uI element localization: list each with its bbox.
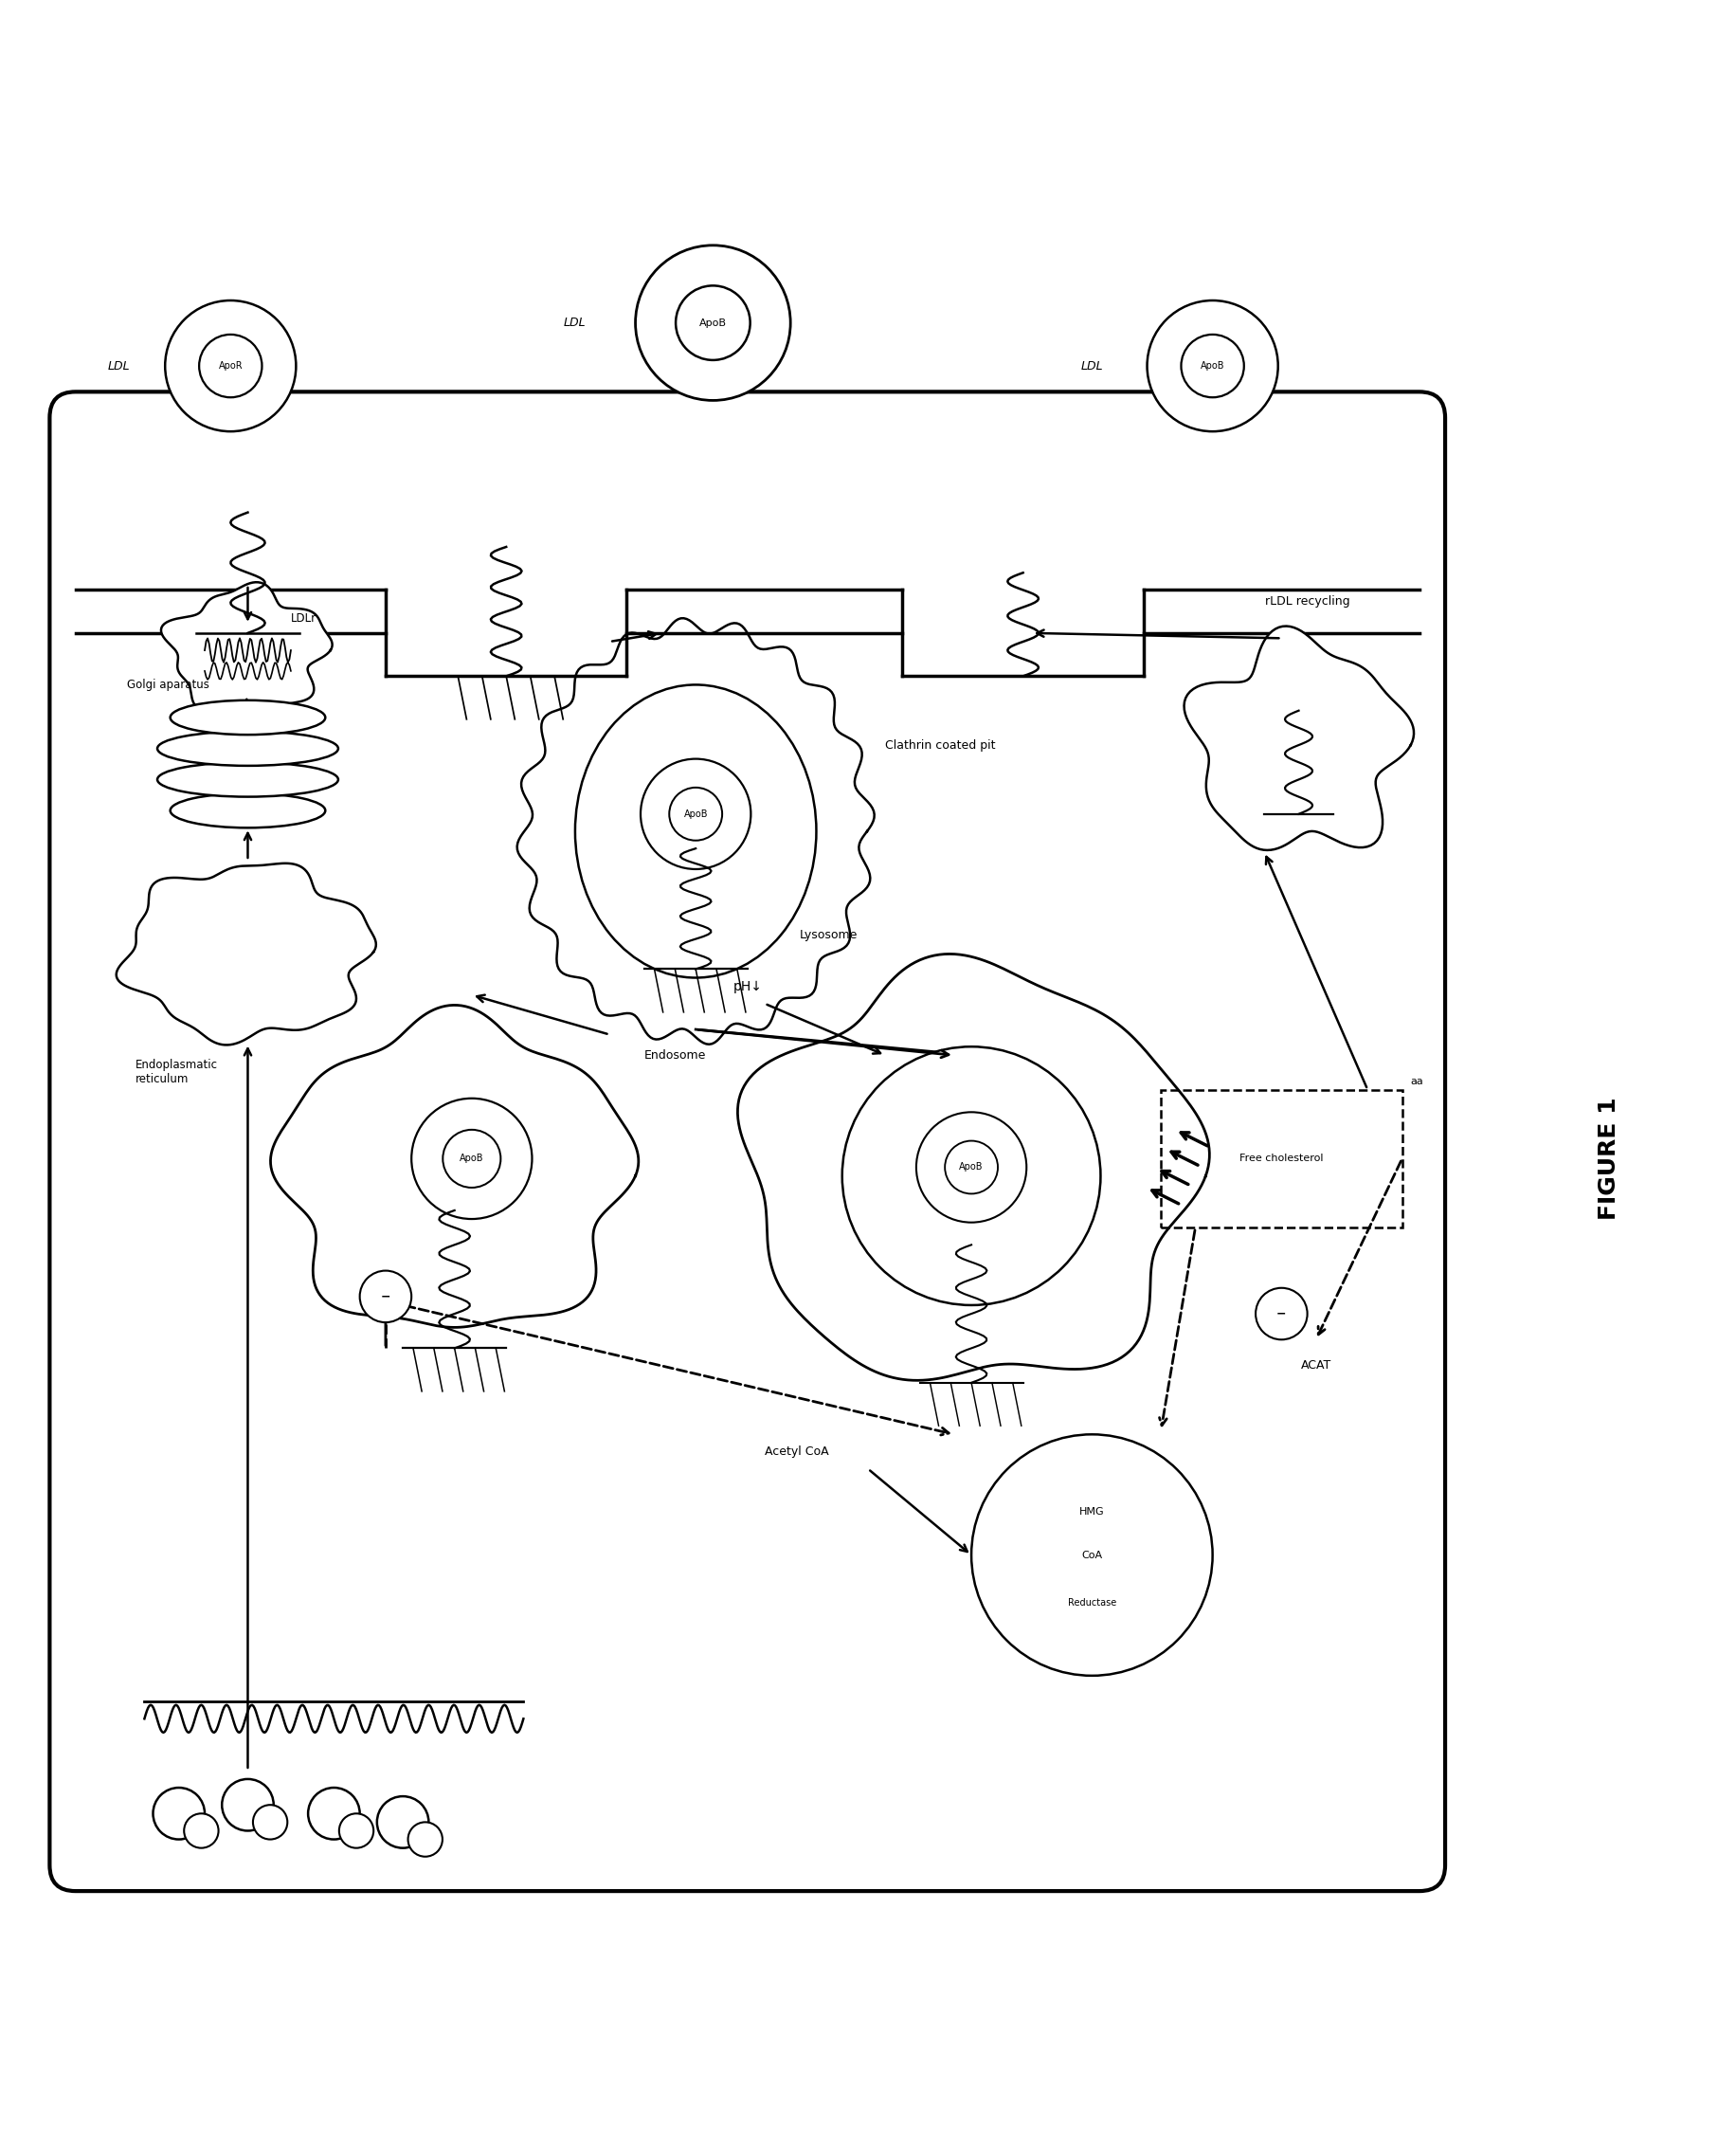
Text: HMG: HMG: [1080, 1508, 1104, 1517]
Text: Endoplasmatic
reticulum: Endoplasmatic reticulum: [135, 1060, 219, 1085]
Text: Clathrin coated pit: Clathrin coated pit: [885, 738, 996, 751]
Polygon shape: [517, 618, 875, 1045]
Circle shape: [408, 1821, 443, 1858]
Circle shape: [944, 1141, 998, 1195]
Text: −: −: [380, 1291, 391, 1302]
Text: LDL: LDL: [564, 317, 587, 328]
Text: Lysosome: Lysosome: [799, 929, 858, 942]
Circle shape: [253, 1804, 288, 1840]
Text: LDL: LDL: [1082, 360, 1102, 371]
Ellipse shape: [170, 699, 325, 736]
Text: rLDL recycling: rLDL recycling: [1266, 594, 1351, 607]
Text: ApoB: ApoB: [460, 1154, 484, 1163]
Text: pH↓: pH↓: [733, 980, 762, 993]
Text: ApoB: ApoB: [1201, 360, 1224, 371]
Text: Golgi aparatus: Golgi aparatus: [127, 678, 210, 691]
Polygon shape: [271, 1006, 639, 1328]
Circle shape: [443, 1130, 500, 1188]
Ellipse shape: [170, 794, 325, 828]
Circle shape: [1255, 1287, 1307, 1341]
Circle shape: [675, 285, 750, 360]
Bar: [1161, 1090, 1403, 1227]
Text: LDLr: LDLr: [292, 611, 316, 624]
Circle shape: [917, 1111, 1026, 1223]
Polygon shape: [116, 862, 377, 1045]
Text: ACAT: ACAT: [1300, 1360, 1332, 1371]
Circle shape: [184, 1813, 219, 1849]
Text: LDL: LDL: [108, 360, 130, 371]
Circle shape: [641, 759, 752, 869]
Circle shape: [165, 300, 297, 431]
Circle shape: [339, 1813, 373, 1849]
Polygon shape: [738, 955, 1210, 1381]
Text: ApoB: ApoB: [700, 317, 727, 328]
Ellipse shape: [158, 761, 339, 796]
Circle shape: [411, 1098, 531, 1218]
Text: Acetyl CoA: Acetyl CoA: [764, 1446, 828, 1459]
Circle shape: [635, 245, 790, 401]
Text: FIGURE 1: FIGURE 1: [1597, 1098, 1620, 1221]
Circle shape: [1180, 335, 1245, 397]
Circle shape: [972, 1435, 1212, 1675]
Text: ApoB: ApoB: [684, 809, 708, 819]
Circle shape: [200, 335, 262, 397]
Text: Endosome: Endosome: [644, 1049, 707, 1062]
Circle shape: [670, 787, 722, 841]
Text: Reductase: Reductase: [1068, 1598, 1116, 1609]
Polygon shape: [1184, 626, 1413, 849]
Text: aa: aa: [1411, 1077, 1424, 1085]
Ellipse shape: [575, 684, 816, 978]
Circle shape: [307, 1787, 359, 1840]
Text: −: −: [1276, 1308, 1286, 1319]
Text: Free cholesterol: Free cholesterol: [1240, 1154, 1323, 1163]
Circle shape: [222, 1778, 274, 1830]
Circle shape: [842, 1047, 1101, 1304]
Text: ApoR: ApoR: [219, 360, 243, 371]
Circle shape: [359, 1270, 411, 1321]
Circle shape: [377, 1795, 429, 1849]
Text: CoA: CoA: [1082, 1551, 1102, 1559]
Ellipse shape: [158, 731, 339, 766]
Circle shape: [1147, 300, 1278, 431]
Polygon shape: [161, 581, 332, 710]
Circle shape: [153, 1787, 205, 1840]
Text: ApoB: ApoB: [960, 1163, 984, 1171]
